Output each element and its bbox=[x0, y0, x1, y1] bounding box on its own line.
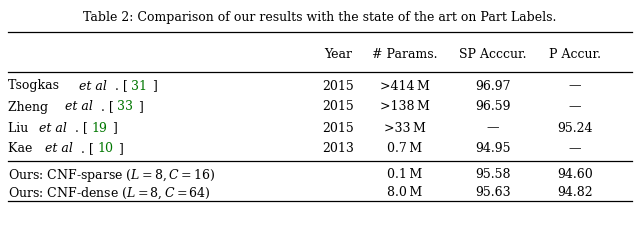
Text: Zheng: Zheng bbox=[8, 101, 52, 114]
Text: SP Acccur.: SP Acccur. bbox=[460, 47, 527, 60]
Text: . [: . [ bbox=[115, 79, 128, 93]
Text: . [: . [ bbox=[101, 101, 114, 114]
Text: 2015: 2015 bbox=[322, 101, 354, 114]
Text: 95.63: 95.63 bbox=[475, 186, 511, 199]
Text: ]: ] bbox=[152, 79, 157, 93]
Text: Ours: CNF-dense ($L = 8, C = 64$): Ours: CNF-dense ($L = 8, C = 64$) bbox=[8, 185, 211, 201]
Text: 0.1 M: 0.1 M bbox=[387, 169, 422, 182]
Text: 8.0 M: 8.0 M bbox=[387, 186, 422, 199]
Text: Table 2: Comparison of our results with the state of the art on Part Labels.: Table 2: Comparison of our results with … bbox=[83, 11, 557, 24]
Text: et al: et al bbox=[65, 101, 93, 114]
Text: 96.59: 96.59 bbox=[476, 101, 511, 114]
Text: Ours: CNF-sparse ($L = 8, C = 16$): Ours: CNF-sparse ($L = 8, C = 16$) bbox=[8, 166, 215, 183]
Text: ]: ] bbox=[118, 142, 122, 155]
Text: 2015: 2015 bbox=[322, 79, 354, 93]
Text: ]: ] bbox=[112, 122, 117, 134]
Text: Liu: Liu bbox=[8, 122, 32, 134]
Text: 0.7 M: 0.7 M bbox=[387, 142, 422, 155]
Text: 95.24: 95.24 bbox=[557, 122, 593, 134]
Text: et al: et al bbox=[39, 122, 67, 134]
Text: 10: 10 bbox=[97, 142, 113, 155]
Text: . [: . [ bbox=[76, 122, 88, 134]
Text: 19: 19 bbox=[92, 122, 108, 134]
Text: 33: 33 bbox=[117, 101, 133, 114]
Text: —: — bbox=[569, 101, 581, 114]
Text: 2013: 2013 bbox=[322, 142, 354, 155]
Text: >33 M: >33 M bbox=[384, 122, 426, 134]
Text: 94.95: 94.95 bbox=[476, 142, 511, 155]
Text: 94.60: 94.60 bbox=[557, 169, 593, 182]
Text: . [: . [ bbox=[81, 142, 93, 155]
Text: Kae: Kae bbox=[8, 142, 36, 155]
Text: 2015: 2015 bbox=[322, 122, 354, 134]
Text: 95.58: 95.58 bbox=[476, 169, 511, 182]
Text: —: — bbox=[487, 122, 499, 134]
Text: P Accur.: P Accur. bbox=[549, 47, 601, 60]
Text: >414 M: >414 M bbox=[380, 79, 430, 93]
Text: —: — bbox=[569, 142, 581, 155]
Text: et al: et al bbox=[79, 79, 107, 93]
Text: 31: 31 bbox=[131, 79, 147, 93]
Text: ]: ] bbox=[138, 101, 143, 114]
Text: et al: et al bbox=[45, 142, 72, 155]
Text: 94.82: 94.82 bbox=[557, 186, 593, 199]
Text: —: — bbox=[569, 79, 581, 93]
Text: # Params.: # Params. bbox=[372, 47, 438, 60]
Text: Tsogkas: Tsogkas bbox=[8, 79, 63, 93]
Text: >138 M: >138 M bbox=[380, 101, 430, 114]
Text: 96.97: 96.97 bbox=[476, 79, 511, 93]
Text: Year: Year bbox=[324, 47, 352, 60]
